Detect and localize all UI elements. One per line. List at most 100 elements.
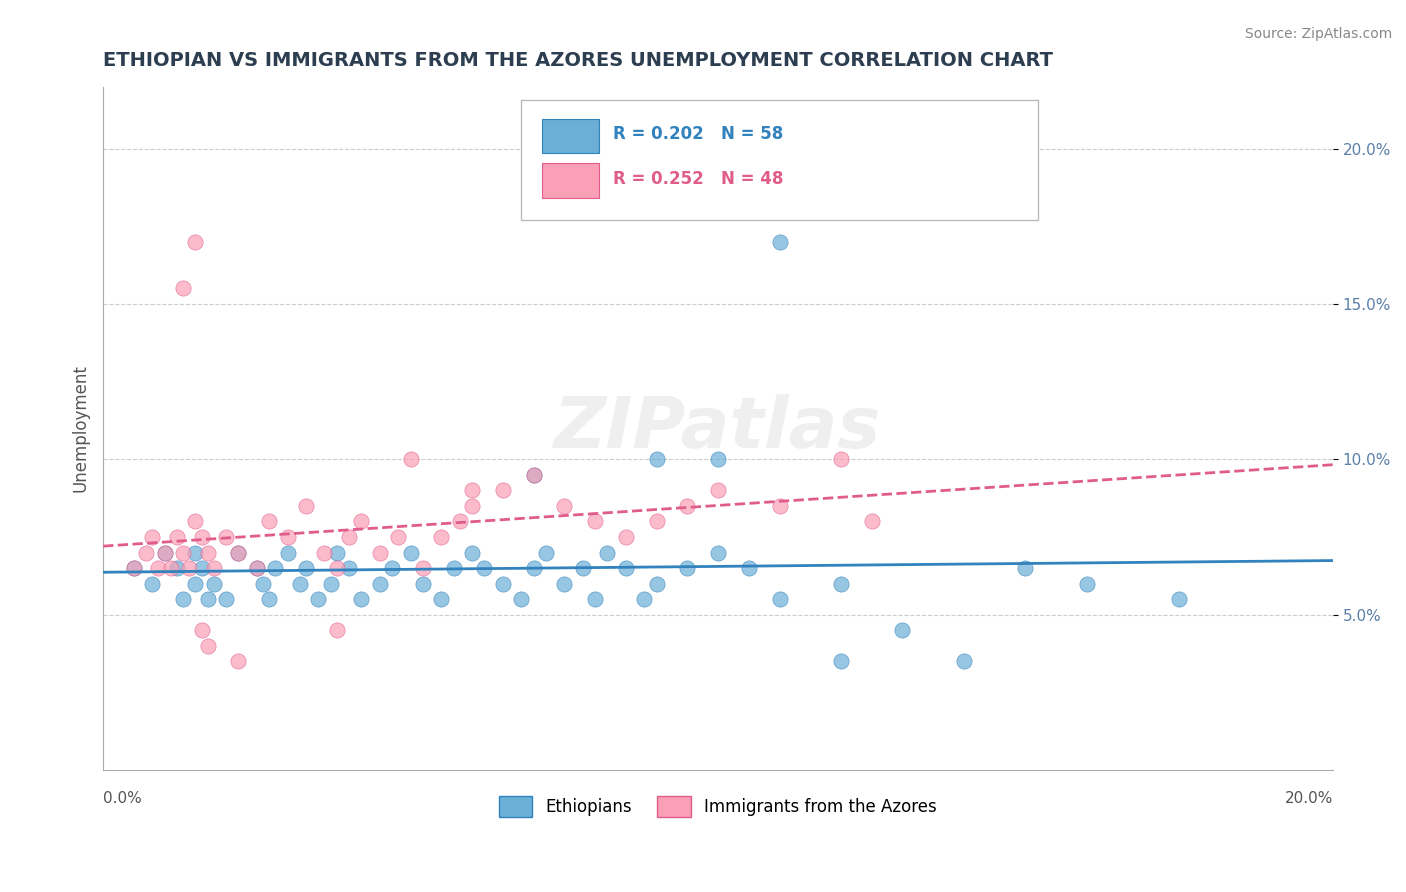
Point [768,592,790,607]
Text: 0.0%: 0.0% [103,790,142,805]
Point [153,545,176,559]
Point [614,561,637,575]
Point [141,576,163,591]
Point [571,561,593,575]
Y-axis label: Unemployment: Unemployment [72,364,89,492]
Point [172,545,194,559]
Point [1076,576,1098,591]
Point [184,515,207,529]
Point [430,530,453,544]
Point [830,654,852,668]
Point [148,561,170,575]
Point [257,515,280,529]
Point [122,561,145,575]
Point [257,592,280,607]
Text: ZIPatlas: ZIPatlas [554,393,882,463]
Point [252,576,274,591]
Point [190,623,212,637]
Point [461,483,484,498]
Text: ETHIOPIAN VS IMMIGRANTS FROM THE AZORES UNEMPLOYMENT CORRELATION CHART: ETHIOPIAN VS IMMIGRANTS FROM THE AZORES … [103,51,1053,70]
Point [295,499,318,513]
Point [443,561,465,575]
Point [387,530,409,544]
Point [596,545,619,559]
Point [522,467,544,482]
Point [184,235,207,249]
Text: R = 0.202   N = 58: R = 0.202 N = 58 [613,126,783,144]
Point [412,561,434,575]
Point [277,545,299,559]
Point [288,576,311,591]
Point [197,592,219,607]
Point [676,561,699,575]
Point [522,561,544,575]
Point [830,576,852,591]
Point [645,452,668,467]
Point [553,576,575,591]
Text: 20.0%: 20.0% [1285,790,1333,805]
Point [768,235,790,249]
Point [461,545,484,559]
Point [153,545,176,559]
Point [368,576,391,591]
Point [159,561,181,575]
Point [202,561,225,575]
Point [166,561,188,575]
Point [707,452,730,467]
FancyBboxPatch shape [522,100,1038,219]
Point [166,530,188,544]
Point [461,499,484,513]
Point [583,592,606,607]
Point [172,592,194,607]
Point [326,623,349,637]
Point [522,467,544,482]
Point [492,576,515,591]
FancyBboxPatch shape [543,119,599,153]
Point [1168,592,1191,607]
Text: R = 0.252   N = 48: R = 0.252 N = 48 [613,169,785,188]
Point [738,561,761,575]
Point [953,654,976,668]
Point [449,515,471,529]
Point [430,592,453,607]
Point [553,499,575,513]
FancyBboxPatch shape [543,163,599,198]
Point [184,545,207,559]
Legend: Ethiopians, Immigrants from the Azores: Ethiopians, Immigrants from the Azores [492,789,943,823]
Point [215,530,238,544]
Point [583,515,606,529]
Point [337,530,360,544]
Point [350,515,373,529]
Point [246,561,269,575]
Point [891,623,914,637]
Point [768,499,790,513]
Point [350,592,373,607]
Point [202,576,225,591]
Point [614,530,637,544]
Point [246,561,269,575]
Point [319,576,342,591]
Point [368,545,391,559]
Point [197,639,219,653]
Point [830,452,852,467]
Point [492,483,515,498]
Point [412,576,434,591]
Point [141,530,163,544]
Point [184,576,207,591]
Point [1014,561,1036,575]
Point [472,561,495,575]
Point [326,545,349,559]
Point [228,545,250,559]
Point [277,530,299,544]
Point [122,561,145,575]
Point [307,592,329,607]
Point [295,561,318,575]
Point [172,281,194,295]
Point [215,592,238,607]
Point [190,530,212,544]
Point [228,654,250,668]
Point [135,545,157,559]
Point [381,561,404,575]
Point [676,499,699,513]
Point [264,561,287,575]
